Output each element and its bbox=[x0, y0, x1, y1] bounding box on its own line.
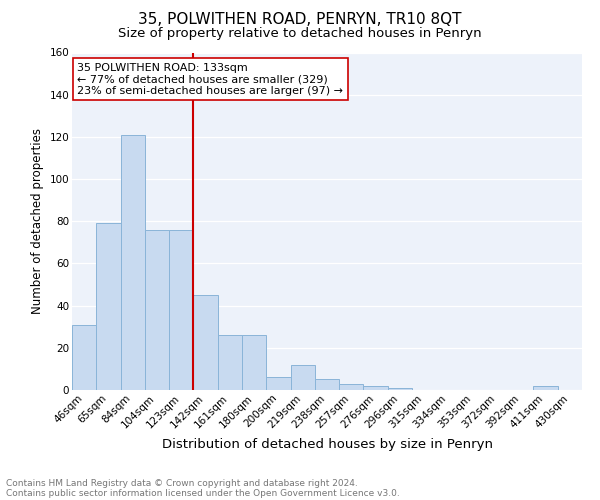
Bar bbox=[169, 230, 193, 390]
Bar bbox=[315, 380, 339, 390]
X-axis label: Distribution of detached houses by size in Penryn: Distribution of detached houses by size … bbox=[161, 438, 493, 451]
Bar bbox=[388, 388, 412, 390]
Text: 35, POLWITHEN ROAD, PENRYN, TR10 8QT: 35, POLWITHEN ROAD, PENRYN, TR10 8QT bbox=[138, 12, 462, 28]
Y-axis label: Number of detached properties: Number of detached properties bbox=[31, 128, 44, 314]
Bar bbox=[290, 364, 315, 390]
Bar bbox=[242, 335, 266, 390]
Text: Size of property relative to detached houses in Penryn: Size of property relative to detached ho… bbox=[118, 28, 482, 40]
Text: Contains HM Land Registry data © Crown copyright and database right 2024.: Contains HM Land Registry data © Crown c… bbox=[6, 478, 358, 488]
Bar bbox=[364, 386, 388, 390]
Bar bbox=[193, 295, 218, 390]
Bar bbox=[533, 386, 558, 390]
Bar bbox=[96, 224, 121, 390]
Bar bbox=[266, 378, 290, 390]
Bar bbox=[218, 335, 242, 390]
Bar bbox=[339, 384, 364, 390]
Text: 35 POLWITHEN ROAD: 133sqm
← 77% of detached houses are smaller (329)
23% of semi: 35 POLWITHEN ROAD: 133sqm ← 77% of detac… bbox=[77, 62, 343, 96]
Text: Contains public sector information licensed under the Open Government Licence v3: Contains public sector information licen… bbox=[6, 488, 400, 498]
Bar bbox=[145, 230, 169, 390]
Bar bbox=[72, 324, 96, 390]
Bar bbox=[121, 135, 145, 390]
